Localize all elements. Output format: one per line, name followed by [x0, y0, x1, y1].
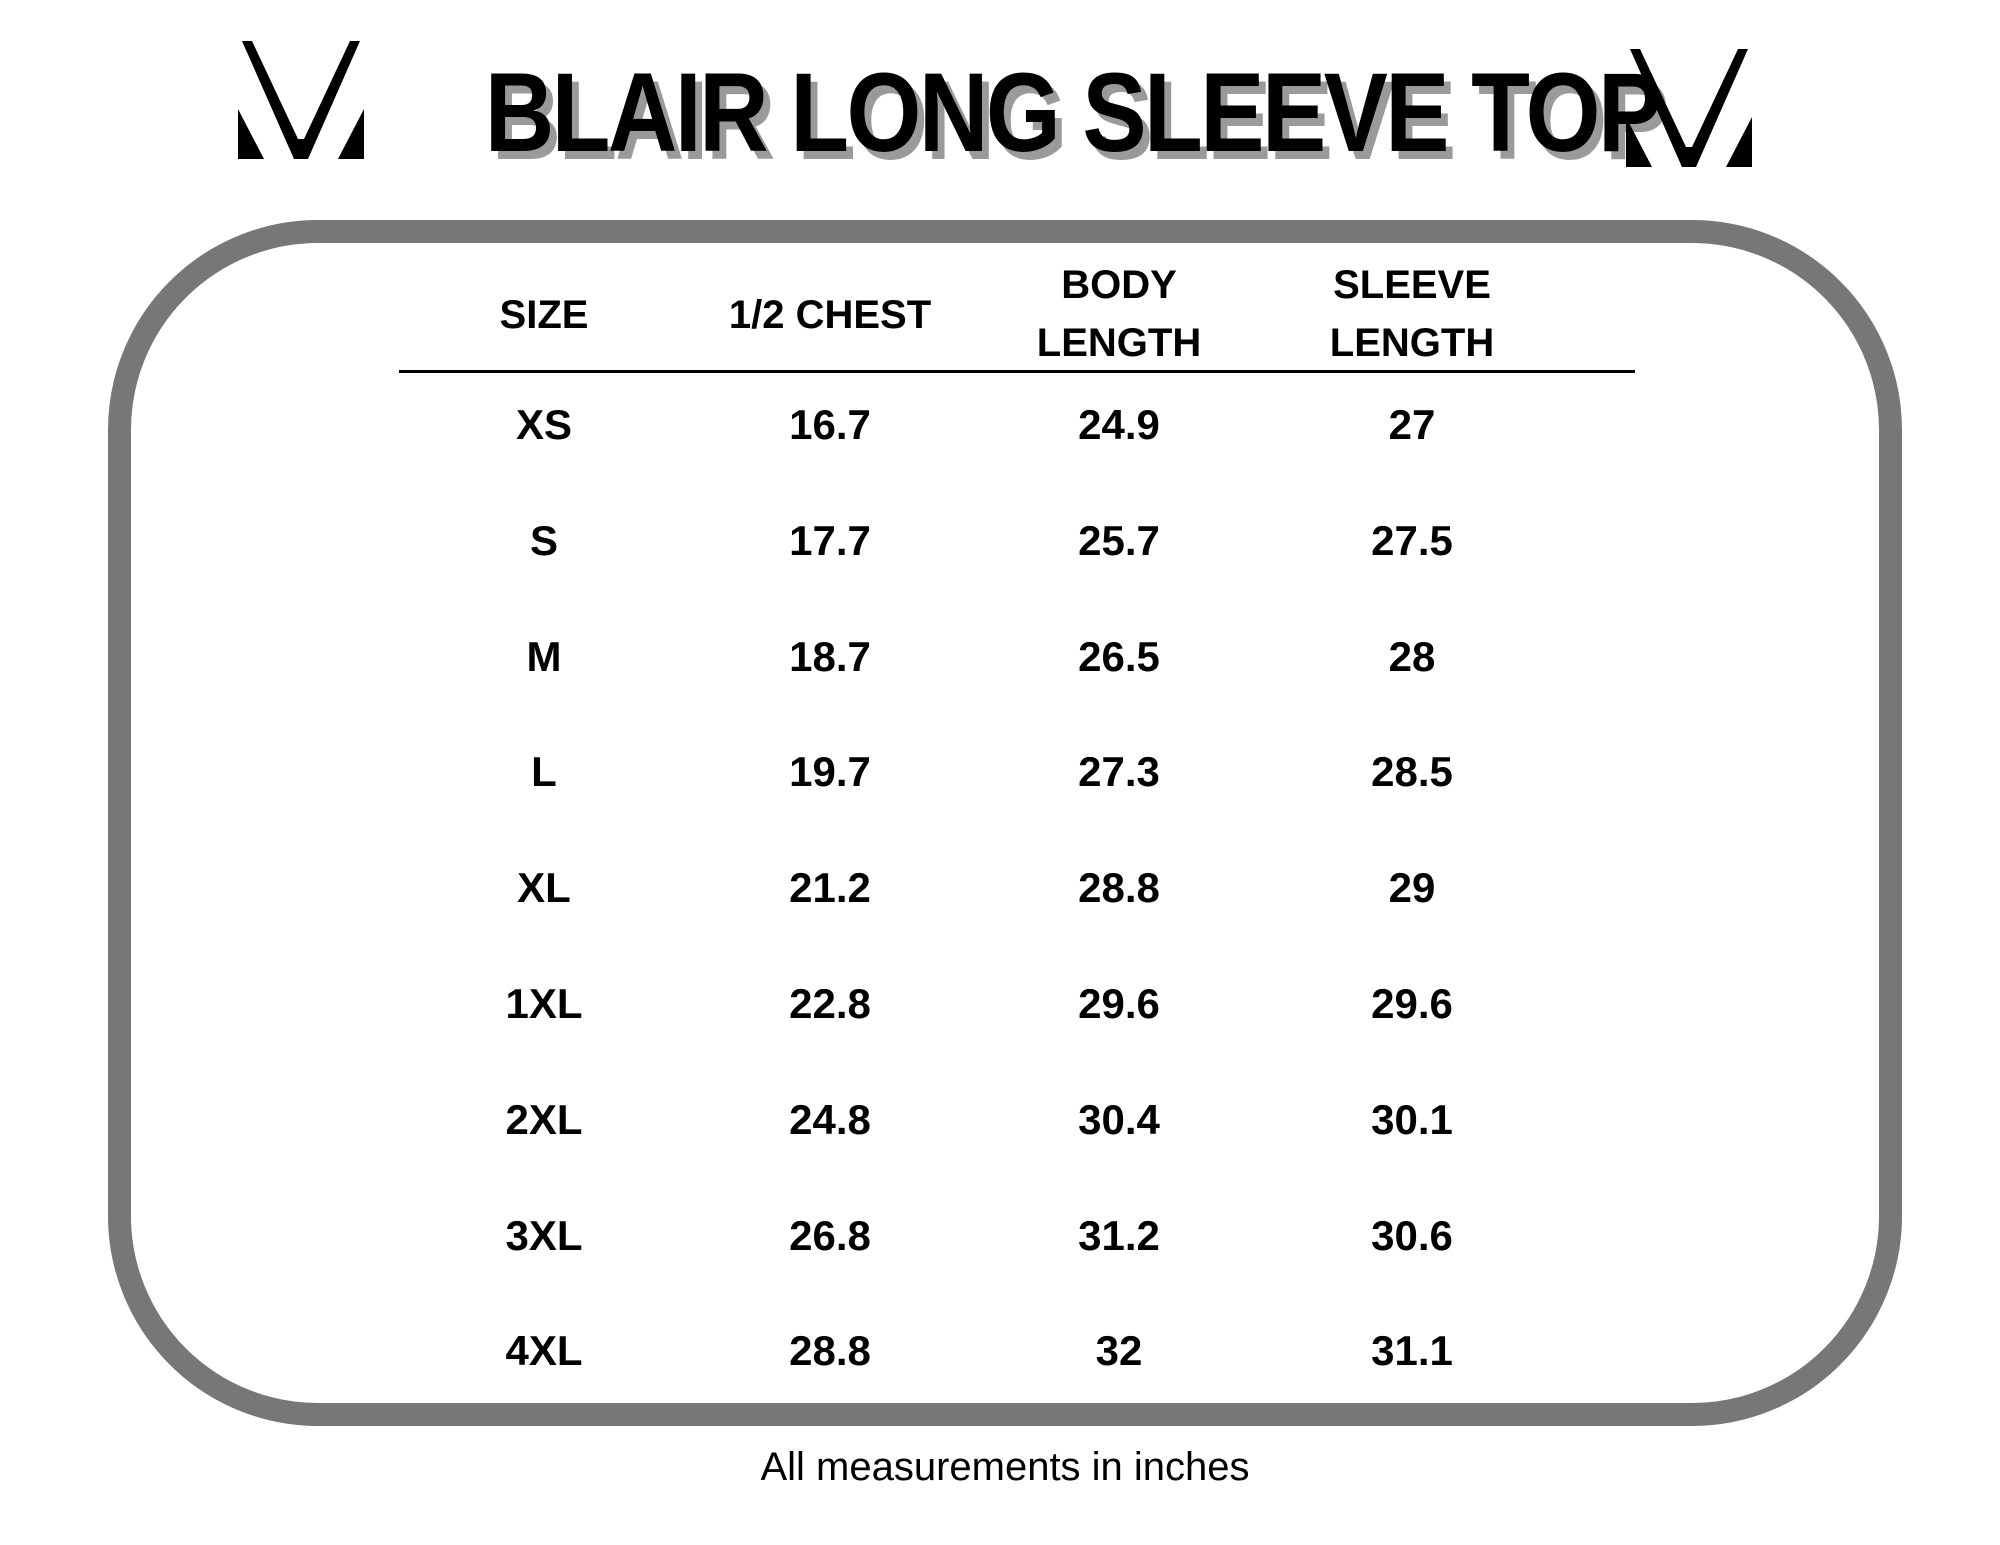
measurement-note: All measurements in inches: [760, 1445, 1250, 1489]
half-chest-cell: 28.8: [789, 1327, 871, 1375]
size-cell: 2XL: [505, 1095, 583, 1143]
sleeve-length-cell: 27.5: [1371, 516, 1453, 564]
sleeve-length-cell: 30.6: [1371, 1211, 1453, 1259]
half-chest-cell: 24.8: [789, 1095, 871, 1143]
header-line: SIZE: [499, 293, 589, 337]
sleeve-length-cell: 30.1: [1371, 1095, 1453, 1143]
body-length-cell: 28.8: [1078, 864, 1160, 912]
sleeve-length-cell: 28: [1388, 632, 1436, 680]
header-sleeve-length: SLEEVE LENGTH: [1262, 256, 1562, 372]
sleeve-length-cell: 28.5: [1371, 748, 1453, 796]
size-cell: S: [529, 516, 558, 564]
body-length-cell: 26.5: [1078, 632, 1160, 680]
body-length-cell: 30.4: [1078, 1095, 1160, 1143]
header-line: SLEEVE: [1333, 263, 1491, 307]
header-line: 1/2 CHEST: [728, 293, 932, 337]
body-length-cell: 31.2: [1078, 1211, 1160, 1259]
header-size: SIZE: [394, 286, 694, 344]
body-length-cell: 25.7: [1078, 516, 1160, 564]
half-chest-cell: 22.8: [789, 980, 871, 1027]
size-chart-frame: [108, 220, 1902, 1426]
size-cell: L: [531, 748, 557, 796]
sleeve-length-cell: 31.1: [1371, 1327, 1453, 1375]
sleeve-length-cell: 29.6: [1371, 980, 1453, 1027]
brand-logo-left-icon: [238, 41, 366, 161]
size-cell: XL: [517, 864, 571, 912]
size-cell: 4XL: [505, 1327, 583, 1375]
body-length-cell: 32: [1095, 1327, 1143, 1375]
header-line: LENGTH: [1329, 321, 1495, 365]
header-line: LENGTH: [1036, 321, 1202, 365]
header-line: BODY: [1061, 263, 1177, 307]
half-chest-cell: 17.7: [789, 516, 871, 564]
half-chest-cell: 19.7: [789, 748, 871, 796]
header-divider: [399, 370, 1635, 373]
sleeve-length-cell: 27: [1388, 401, 1436, 448]
body-length-cell: 24.9: [1078, 401, 1160, 448]
body-length-cell: 27.3: [1078, 748, 1160, 796]
half-chest-cell: 26.8: [789, 1211, 871, 1259]
half-chest-cell: 18.7: [789, 632, 871, 680]
sleeve-length-cell: 29: [1388, 864, 1436, 912]
body-length-cell: 29.6: [1078, 980, 1160, 1027]
half-chest-cell: 16.7: [789, 401, 871, 448]
size-cell: XS: [515, 401, 573, 448]
size-cell: 3XL: [505, 1211, 583, 1259]
page-title: BLAIR LONG SLEEVE TOP: [484, 50, 1663, 175]
half-chest-cell: 21.2: [789, 864, 871, 912]
header-body-length: BODY LENGTH: [969, 256, 1269, 372]
header-half-chest: 1/2 CHEST: [680, 286, 980, 344]
size-cell: M: [526, 632, 562, 680]
brand-logo-right-icon: [1626, 49, 1754, 169]
size-cell: 1XL: [505, 980, 583, 1027]
